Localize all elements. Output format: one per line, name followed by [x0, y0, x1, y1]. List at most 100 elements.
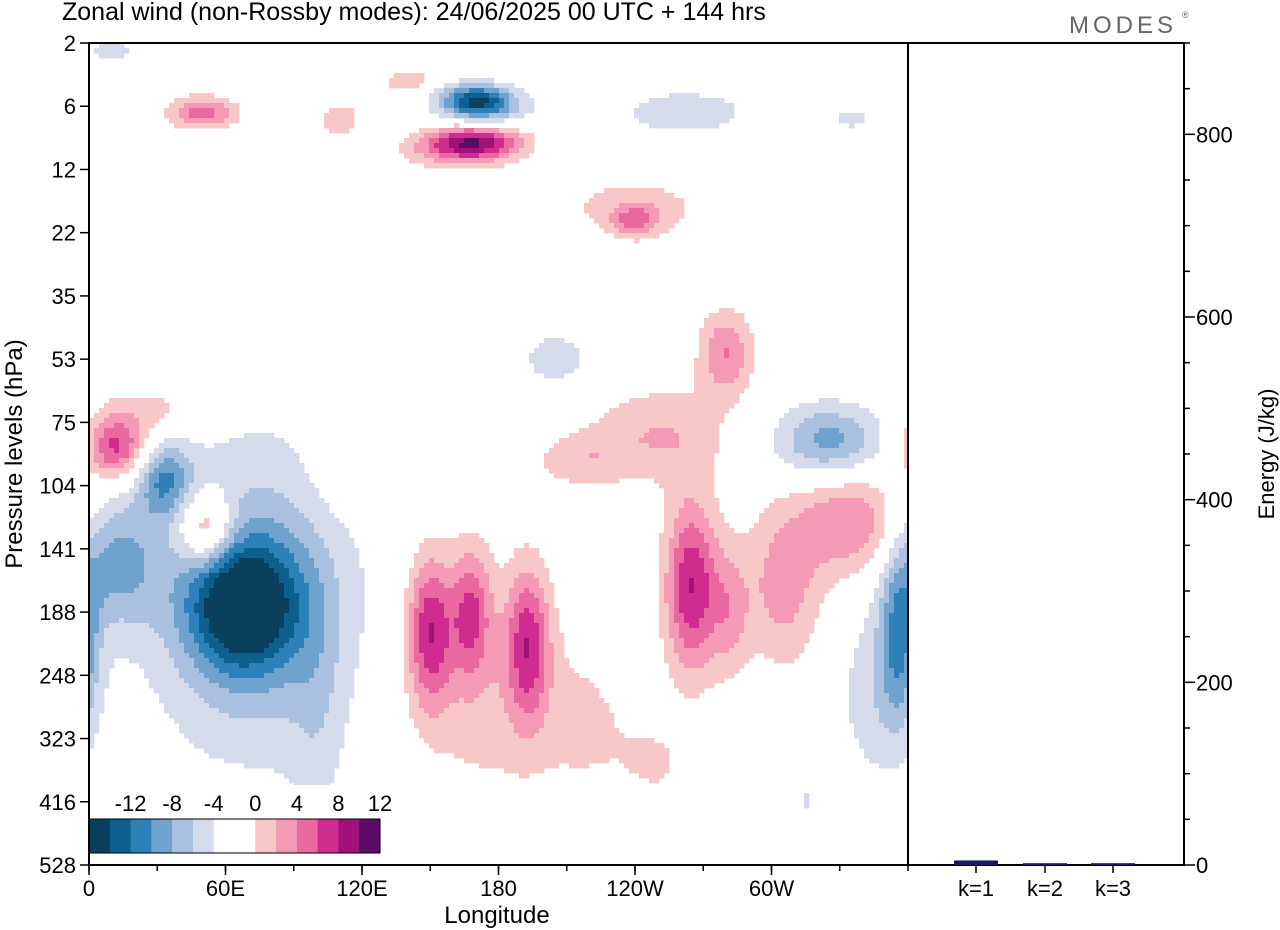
heatmap-cell: [664, 108, 670, 114]
heatmap-cell: [779, 443, 785, 449]
heatmap-cell: [439, 568, 445, 574]
heatmap-cell: [459, 598, 465, 604]
heatmap-cell: [109, 48, 115, 54]
heatmap-cell: [429, 143, 435, 149]
heatmap-cell: [699, 463, 705, 469]
heatmap-cell: [224, 473, 230, 479]
heatmap-cell: [534, 348, 540, 354]
heatmap-cell: [529, 353, 535, 359]
heatmap-cell: [774, 603, 780, 609]
heatmap-cell: [234, 453, 240, 459]
heatmap-cell: [289, 543, 295, 549]
heatmap-cell: [424, 138, 430, 144]
heatmap-cell: [759, 573, 765, 579]
heatmap-cell: [244, 543, 250, 549]
heatmap-cell: [464, 603, 470, 609]
heatmap-cell: [474, 143, 480, 149]
heatmap-cell: [729, 583, 735, 589]
heatmap-cell: [174, 463, 180, 469]
heatmap-cell: [419, 558, 425, 564]
heatmap-cell: [294, 608, 300, 614]
heatmap-cell: [804, 573, 810, 579]
heatmap-cell: [219, 593, 225, 599]
heatmap-cell: [174, 578, 180, 584]
heatmap-cell: [479, 98, 485, 104]
heatmap-cell: [534, 548, 540, 554]
heatmap-cell: [674, 398, 680, 404]
heatmap-cell: [274, 453, 280, 459]
heatmap-cell: [469, 553, 475, 559]
heatmap-cell: [189, 468, 195, 474]
heatmap-cell: [254, 478, 260, 484]
heatmap-cell: [779, 548, 785, 554]
heatmap-cell: [299, 573, 305, 579]
heatmap-cell: [544, 348, 550, 354]
heatmap-cell: [694, 103, 700, 109]
heatmap-cell: [294, 603, 300, 609]
heatmap-cell: [334, 563, 340, 569]
heatmap-cell: [119, 573, 125, 579]
heatmap-cell: [869, 503, 875, 509]
heatmap-cell: [694, 488, 700, 494]
heatmap-cell: [244, 573, 250, 579]
heatmap-cell: [734, 583, 740, 589]
heatmap-cell: [264, 558, 270, 564]
heatmap-cell: [834, 463, 840, 469]
heatmap-cell: [534, 578, 540, 584]
heatmap-cell: [229, 513, 235, 519]
heatmap-cell: [349, 598, 355, 604]
heatmap-cell: [234, 488, 240, 494]
heatmap-cell: [614, 423, 620, 429]
heatmap-cell: [679, 443, 685, 449]
heatmap-cell: [519, 558, 525, 564]
heatmap-cell: [404, 143, 410, 149]
heatmap-cell: [124, 558, 130, 564]
heatmap-cell: [114, 598, 120, 604]
heatmap-cell: [839, 563, 845, 569]
heatmap-cell: [799, 453, 805, 459]
heatmap-cell: [554, 343, 560, 349]
heatmap-cell: [589, 423, 595, 429]
heatmap-cell: [859, 118, 865, 124]
heatmap-cell: [254, 563, 260, 569]
heatmap-cell: [159, 528, 165, 534]
heatmap-cell: [279, 533, 285, 539]
heatmap-cell: [309, 488, 315, 494]
heatmap-cell: [89, 528, 95, 534]
heatmap-cell: [819, 493, 825, 499]
heatmap-cell: [684, 593, 690, 599]
heatmap-cell: [544, 353, 550, 359]
heatmap-cell: [489, 108, 495, 114]
heatmap-cell: [719, 308, 725, 314]
heatmap-cell: [709, 613, 715, 619]
heatmap-cell: [424, 163, 430, 169]
heatmap-cell: [584, 453, 590, 459]
heatmap-cell: [179, 453, 185, 459]
heatmap-cell: [794, 428, 800, 434]
heatmap-cell: [789, 588, 795, 594]
heatmap-cell: [674, 548, 680, 554]
heatmap-cell: [324, 528, 330, 534]
heatmap-cell: [544, 343, 550, 349]
heatmap-cell: [234, 503, 240, 509]
heatmap-cell: [604, 443, 610, 449]
heatmap-cell: [429, 158, 435, 164]
heatmap-cell: [304, 478, 310, 484]
heatmap-cell: [819, 553, 825, 559]
heatmap-cell: [604, 203, 610, 209]
heatmap-cell: [659, 398, 665, 404]
heatmap-cell: [604, 473, 610, 479]
heatmap-cell: [244, 558, 250, 564]
heatmap-cell: [304, 543, 310, 549]
heatmap-cell: [904, 443, 908, 449]
heatmap-cell: [284, 603, 290, 609]
heatmap-cell: [709, 328, 715, 334]
heatmap-cell: [824, 563, 830, 569]
heatmap-cell: [859, 523, 865, 529]
heatmap-cell: [244, 593, 250, 599]
heatmap-cell: [719, 328, 725, 334]
heatmap-cell: [849, 113, 855, 119]
heatmap-cell: [614, 468, 620, 474]
heatmap-cell: [439, 608, 445, 614]
heatmap-cell: [214, 553, 220, 559]
